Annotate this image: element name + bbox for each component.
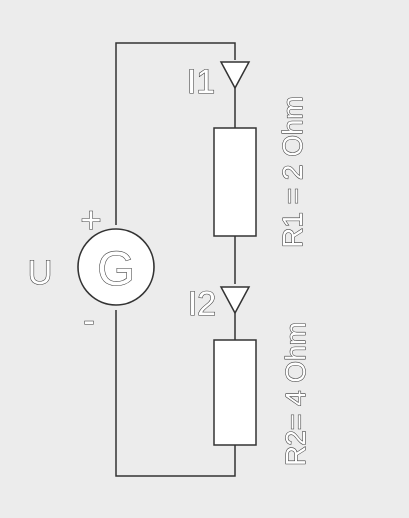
voltage-source: G + - U [27,198,155,341]
plus-sign: + [80,199,101,240]
arrow-down-icon [219,286,251,315]
resistor-r1: R1 = 2 Ohm [213,96,309,248]
source-circle [77,228,155,306]
current-arrow-i2: I2 [187,284,251,324]
arrow-down-icon [219,61,251,90]
current-label-i2: I2 [188,285,216,323]
wire-bottom [115,310,236,477]
wires [115,42,236,477]
resistor-r2: R2= 4 Ohm [213,321,312,467]
resistor-r1-body [213,127,257,237]
resistor-r1-label: R1 = 2 Ohm [277,96,308,248]
current-arrow-i1: I1 [186,61,251,102]
source-label: G [97,243,134,296]
resistor-r2-body [213,339,257,446]
current-label-i1: I1 [187,63,215,101]
resistor-r2-label: R2= 4 Ohm [280,322,311,466]
wire-top [115,42,236,225]
minus-sign: - [83,302,94,340]
voltage-label: U [28,254,53,292]
